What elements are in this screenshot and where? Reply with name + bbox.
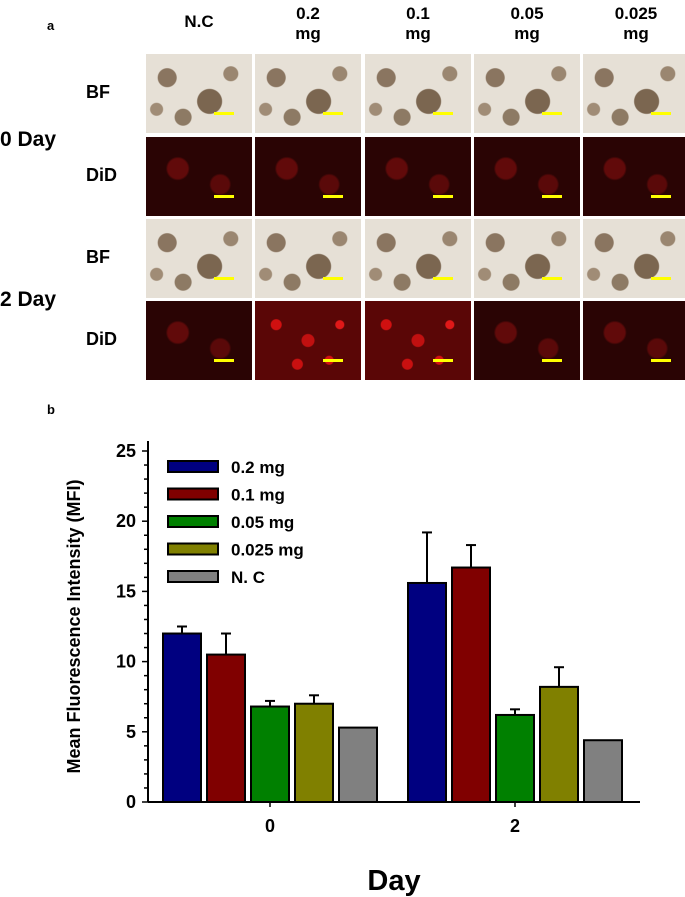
y-tick-label: 10: [116, 652, 136, 672]
micrograph-did: [474, 137, 580, 216]
micrograph-bf: [474, 54, 580, 133]
y-tick-label: 5: [126, 722, 136, 742]
y-tick-label: 20: [116, 511, 136, 531]
x-axis-label: Day: [367, 865, 420, 897]
column-header: N.C: [184, 12, 214, 31]
legend-label: 0.05 mg: [231, 513, 294, 532]
scale-bar: [214, 359, 234, 362]
scale-bar: [433, 277, 453, 280]
legend-swatch: [167, 570, 219, 583]
legend-swatch: [167, 515, 219, 528]
micrograph-did: [583, 301, 685, 380]
column-header: 0.025 mg: [614, 4, 658, 43]
bar-0-025-mg: [294, 702, 334, 803]
scale-bar: [542, 112, 562, 115]
legend-label: N. C: [231, 568, 265, 587]
scale-bar: [542, 359, 562, 362]
bar-0-2-mg: [407, 581, 447, 804]
row-header-did: DiD: [86, 165, 117, 185]
x-tick-label: 0: [265, 816, 275, 836]
y-tick-label: 25: [116, 441, 136, 461]
micrograph-did: [255, 137, 361, 216]
scale-bar: [651, 195, 671, 198]
panel-a-label: a: [47, 18, 55, 33]
column-header: 0.05 mg: [510, 4, 544, 43]
bar-0-1-mg: [206, 653, 246, 804]
scale-bar: [323, 195, 343, 198]
micrograph-bf: [474, 219, 580, 298]
scale-bar: [214, 112, 234, 115]
micrograph-bf: [583, 219, 685, 298]
y-axis-label: Mean Fluorescence Intensity (MFI): [64, 479, 84, 773]
row-header-bf: BF: [86, 82, 110, 102]
micrograph-bf: [255, 219, 361, 298]
legend-swatch: [167, 542, 219, 556]
micrograph-did: [583, 137, 685, 216]
micrograph-bf: [583, 54, 685, 133]
micrograph-bf: [146, 219, 252, 298]
bar-0-05-mg: [250, 705, 290, 804]
scale-bar: [542, 277, 562, 280]
micrograph-did: [474, 301, 580, 380]
panel-b-label: b: [47, 402, 55, 417]
column-header: 0.1 mg: [405, 4, 431, 43]
bar-n-c: [338, 726, 378, 804]
row-header-did: DiD: [86, 329, 117, 349]
scale-bar: [651, 112, 671, 115]
scale-bar: [651, 277, 671, 280]
legend-swatch: [167, 460, 219, 473]
micrograph-did: [365, 137, 471, 216]
scale-bar: [323, 359, 343, 362]
micrograph-did: [365, 301, 471, 380]
scale-bar: [651, 359, 671, 362]
micrograph-bf: [146, 54, 252, 133]
scale-bar: [433, 195, 453, 198]
scale-bar: [323, 277, 343, 280]
legend-swatch: [167, 487, 219, 501]
x-tick-label: 2: [510, 816, 520, 836]
micrograph-bf: [365, 219, 471, 298]
legend-label: 0.1 mg: [231, 486, 285, 505]
bar-0-025-mg: [539, 685, 579, 804]
scale-bar: [214, 277, 234, 280]
day-2-label: 2 Day: [0, 288, 57, 311]
legend-label: 0.025 mg: [231, 541, 304, 560]
bar-0-05-mg: [495, 713, 535, 804]
micrograph-did: [146, 301, 252, 380]
bar-n-c: [583, 739, 623, 803]
column-header: 0.2 mg: [295, 4, 321, 43]
day-0-label: 0 Day: [0, 128, 57, 151]
micrograph-bf: [255, 54, 361, 133]
micrograph-did: [255, 301, 361, 380]
bar-0-2-mg: [162, 632, 202, 804]
scale-bar: [433, 359, 453, 362]
micrograph-bf: [365, 54, 471, 133]
scale-bar: [542, 195, 562, 198]
scale-bar: [323, 112, 343, 115]
bar-0-1-mg: [451, 566, 491, 803]
y-tick-label: 0: [126, 792, 136, 812]
scale-bar: [214, 195, 234, 198]
legend-label: 0.2 mg: [231, 458, 285, 477]
y-tick-label: 15: [116, 581, 136, 601]
scale-bar: [433, 112, 453, 115]
micrograph-did: [146, 137, 252, 216]
row-header-bf: BF: [86, 247, 110, 267]
